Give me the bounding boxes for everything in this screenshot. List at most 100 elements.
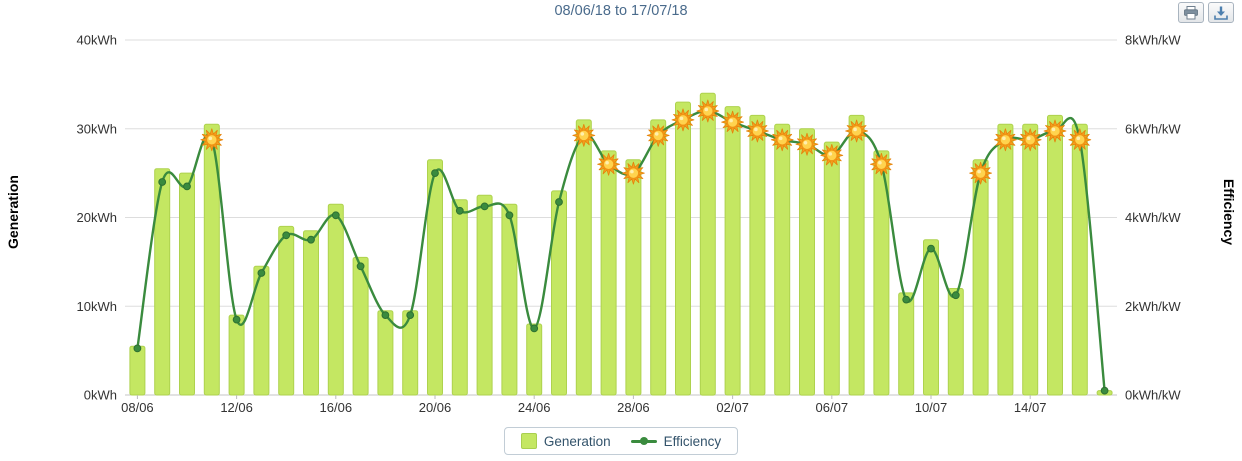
efficiency-point[interactable]: [257, 269, 266, 277]
generation-bar[interactable]: [923, 239, 939, 396]
generation-bar[interactable]: [278, 225, 295, 396]
efficiency-point[interactable]: [381, 311, 390, 320]
left-axis-tick-label: 0kWh: [84, 388, 117, 403]
efficiency-point[interactable]: [307, 235, 315, 244]
efficiency-point[interactable]: [530, 324, 539, 333]
efficiency-point[interactable]: [951, 291, 960, 300]
generation-bar[interactable]: [327, 203, 344, 396]
legend-item-generation[interactable]: Generation: [520, 433, 611, 449]
generation-bar[interactable]: [526, 323, 543, 396]
generation-bar[interactable]: [1022, 123, 1039, 396]
right-axis-tick-label: 8kWh/kW: [1125, 33, 1181, 48]
legend-label-efficiency: Efficiency: [663, 433, 722, 449]
generation-bar[interactable]: [551, 190, 567, 396]
generation-bar[interactable]: [129, 345, 146, 396]
sun-icon: [795, 132, 819, 156]
sun-icon: [200, 128, 224, 152]
generation-bar[interactable]: [179, 172, 195, 396]
efficiency-point[interactable]: [133, 344, 142, 353]
generation-bar[interactable]: [476, 194, 493, 396]
sun-icon: [1068, 128, 1092, 152]
x-axis-tick-label: 06/07: [816, 400, 849, 415]
generation-bar[interactable]: [972, 159, 989, 396]
generation-bar[interactable]: [823, 141, 840, 396]
generation-bar[interactable]: [898, 292, 915, 396]
x-axis-tick-label: 24/06: [518, 400, 551, 415]
sun-icon: [845, 119, 868, 143]
chart-title: 08/06/18 to 17/07/18: [554, 3, 688, 19]
generation-bar[interactable]: [203, 123, 220, 396]
efficiency-point[interactable]: [480, 202, 489, 211]
download-icon: [1214, 6, 1228, 20]
efficiency-point[interactable]: [406, 311, 415, 320]
sun-icon: [969, 161, 992, 185]
efficiency-point[interactable]: [902, 295, 911, 304]
generation-bar[interactable]: [997, 123, 1014, 396]
sun-icon: [572, 124, 596, 147]
generation-bar[interactable]: [650, 119, 667, 396]
generation-bar[interactable]: [228, 314, 245, 396]
sun-icon: [994, 128, 1017, 152]
generation-bar[interactable]: [675, 101, 691, 396]
efficiency-point[interactable]: [1100, 386, 1109, 395]
efficiency-point[interactable]: [232, 315, 241, 324]
generation-bar[interactable]: [303, 230, 319, 396]
generation-bar[interactable]: [699, 92, 716, 396]
efficiency-point[interactable]: [555, 198, 563, 206]
left-axis-tick-label: 20kWh: [77, 210, 117, 225]
printer-icon: [1184, 5, 1198, 19]
generation-bar[interactable]: [575, 119, 592, 396]
sun-icon: [696, 99, 720, 123]
efficiency-point[interactable]: [505, 211, 514, 220]
generation-bar[interactable]: [724, 106, 741, 396]
x-axis-tick-label: 08/06: [121, 400, 154, 415]
generation-bar[interactable]: [377, 310, 394, 396]
efficiency-point[interactable]: [331, 211, 340, 220]
generation-bar[interactable]: [749, 114, 766, 396]
efficiency-point[interactable]: [158, 178, 167, 186]
generation-bar[interactable]: [799, 128, 815, 396]
x-axis-tick-label: 10/07: [915, 400, 948, 415]
chart-plot: 0kWh 0kWh/kW 10kWh 2kWh/kW 20kWh 4kWh/kW 30kWh…: [77, 33, 1182, 416]
sun-icon: [746, 119, 769, 143]
right-axis-tick-label: 4kWh/kW: [1125, 210, 1181, 225]
generation-bar[interactable]: [253, 265, 270, 396]
generation-bar[interactable]: [1047, 114, 1063, 396]
generation-bar[interactable]: [154, 168, 171, 396]
efficiency-point[interactable]: [455, 206, 464, 215]
legend-label-generation: Generation: [543, 433, 611, 449]
efficiency-point[interactable]: [927, 244, 935, 253]
generation-bar[interactable]: [625, 159, 642, 396]
left-axis-tick-label: 10kWh: [77, 299, 117, 314]
generation-bar[interactable]: [352, 256, 369, 396]
generation-bar[interactable]: [1071, 123, 1088, 396]
sun-icon: [597, 152, 620, 176]
efficiency-point[interactable]: [431, 169, 439, 178]
generation-bar[interactable]: [947, 288, 964, 396]
export-button[interactable]: [1208, 2, 1234, 23]
efficiency-point[interactable]: [282, 231, 291, 240]
efficiency-line-icon: [630, 437, 657, 445]
sun-icon: [870, 152, 893, 176]
sun-icon: [1043, 119, 1067, 143]
print-button[interactable]: [1178, 2, 1204, 23]
generation-bar[interactable]: [402, 310, 419, 396]
efficiency-point[interactable]: [183, 182, 191, 191]
generation-bar[interactable]: [501, 203, 518, 396]
legend-item-efficiency[interactable]: Efficiency: [630, 433, 722, 449]
sun-icon: [622, 161, 645, 185]
x-axis-tick-label: 20/06: [419, 400, 452, 415]
sun-icon: [721, 110, 744, 134]
x-axis-tick-label: 12/06: [220, 400, 253, 415]
efficiency-point[interactable]: [356, 262, 365, 271]
x-axis-tick-label: 02/07: [716, 400, 749, 415]
sun-icon: [646, 124, 670, 147]
generation-bar[interactable]: [600, 150, 617, 396]
sun-icon: [820, 143, 844, 167]
generation-bar[interactable]: [848, 114, 865, 396]
generation-bar[interactable]: [873, 150, 890, 396]
generation-bar[interactable]: [451, 199, 468, 396]
generation-swatch-icon: [520, 433, 537, 449]
generation-bar[interactable]: [774, 123, 791, 396]
